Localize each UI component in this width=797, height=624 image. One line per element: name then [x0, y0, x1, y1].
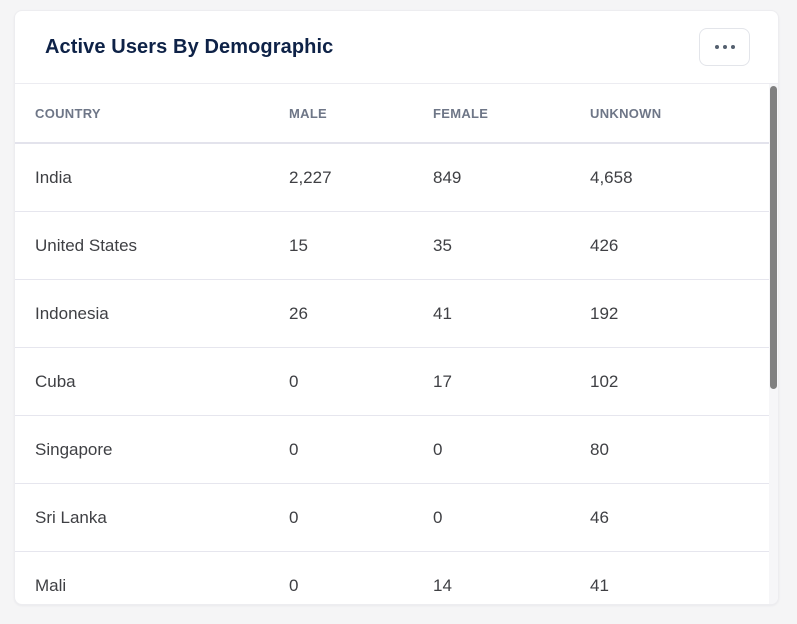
table-section: COUNTRY MALE FEMALE UNKNOWN India 2,227 …: [15, 84, 778, 604]
cell-country: Indonesia: [35, 303, 109, 323]
cell-female: 35: [433, 235, 452, 255]
cell-country: Sri Lanka: [35, 507, 107, 527]
cell-unknown: 80: [590, 439, 609, 459]
card-title: Active Users By Demographic: [45, 35, 334, 58]
cell-female: 17: [433, 371, 452, 391]
table-row: Singapore 0 0 80: [15, 416, 778, 484]
cell-female: 0: [433, 439, 443, 459]
cell-male: 2,227: [289, 167, 332, 187]
cell-unknown: 102: [590, 371, 619, 391]
cell-unknown: 4,658: [590, 167, 633, 187]
column-header-unknown: UNKNOWN: [590, 105, 662, 121]
table-row: India 2,227 849 4,658: [15, 144, 778, 212]
cell-male: 15: [289, 235, 308, 255]
table-row: United States 15 35 426: [15, 212, 778, 280]
active-users-card: Active Users By Demographic COUNTRY MALE…: [14, 10, 779, 605]
table-header-row: COUNTRY MALE FEMALE UNKNOWN: [15, 84, 778, 144]
scrollbar-track[interactable]: [769, 84, 778, 604]
table-row: Indonesia 26 41 192: [15, 280, 778, 348]
cell-unknown: 41: [590, 575, 609, 595]
cell-unknown: 426: [590, 235, 619, 255]
cell-unknown: 192: [590, 303, 619, 323]
more-options-button[interactable]: [699, 28, 750, 66]
cell-country: India: [35, 167, 72, 187]
cell-country: Singapore: [35, 439, 113, 459]
cell-country: Mali: [35, 575, 67, 595]
table-body: India 2,227 849 4,658 United States 15 3…: [15, 144, 778, 604]
table-row: Sri Lanka 0 0 46: [15, 484, 778, 552]
cell-female: 849: [433, 167, 462, 187]
cell-male: 26: [289, 303, 308, 323]
column-header-female: FEMALE: [433, 105, 489, 121]
cell-male: 0: [289, 575, 299, 595]
cell-female: 0: [433, 507, 443, 527]
cell-female: 14: [433, 575, 452, 595]
table-row: Cuba 0 17 102: [15, 348, 778, 416]
cell-country: Cuba: [35, 371, 76, 391]
column-header-country: COUNTRY: [35, 105, 101, 121]
cell-unknown: 46: [590, 507, 609, 527]
scrollbar-thumb[interactable]: [770, 86, 777, 389]
table-row: Mali 0 14 41: [15, 552, 778, 604]
column-header-male: MALE: [289, 105, 328, 121]
cell-female: 41: [433, 303, 452, 323]
card-header: Active Users By Demographic: [15, 11, 778, 84]
cell-male: 0: [289, 439, 299, 459]
cell-country: United States: [35, 235, 138, 255]
cell-male: 0: [289, 371, 299, 391]
cell-male: 0: [289, 507, 299, 527]
ellipsis-icon: [714, 45, 735, 49]
